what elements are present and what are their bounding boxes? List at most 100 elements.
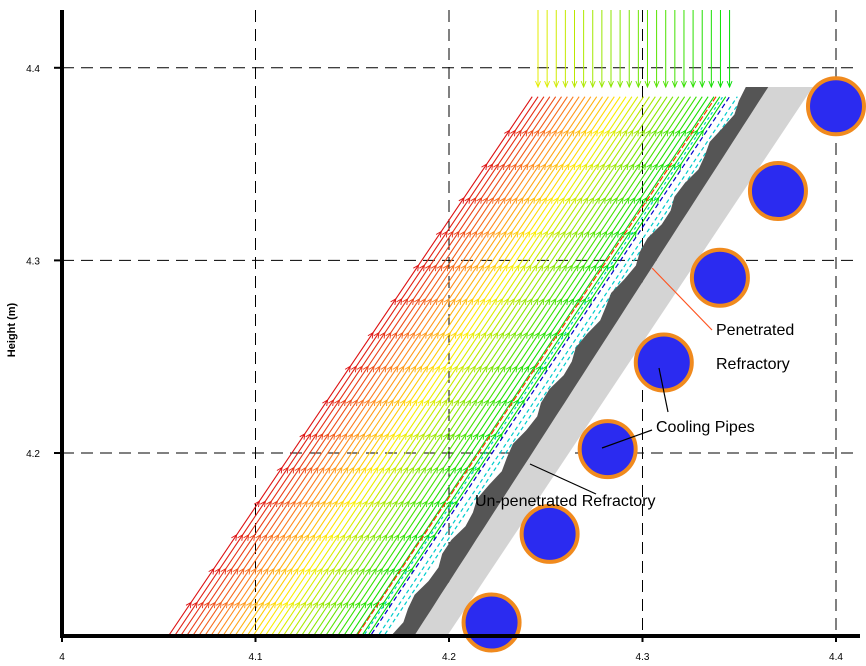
vector-arrowhead: [483, 230, 490, 238]
vector-arrowhead: [615, 129, 622, 137]
vector-arrowhead: [221, 601, 228, 609]
vector-arrowhead: [417, 534, 424, 541]
vector-arrowhead: [420, 298, 426, 305]
annotation-unpenetrated: Un-penetrated Refractory: [475, 493, 656, 510]
vector-arrowhead: [415, 500, 422, 508]
vector-arrowhead: [285, 534, 292, 541]
vector-arrowhead: [381, 399, 388, 407]
vector-arrowhead: [456, 331, 463, 339]
vector-arrowhead: [422, 365, 429, 373]
vector-arrowhead: [523, 365, 530, 373]
vector-arrowhead: [399, 534, 406, 541]
vector-arrowhead: [647, 196, 654, 204]
inlet-arrowhead: [589, 80, 596, 89]
axes: [54, 10, 860, 642]
vector-arrowhead: [557, 331, 564, 339]
vector-arrowhead: [364, 567, 371, 575]
vector-arrowhead: [310, 567, 317, 575]
vector-arrowhead: [397, 331, 404, 339]
vector-arrowhead: [487, 163, 494, 171]
vector-arrowhead: [387, 399, 394, 407]
vector-arrowhead: [498, 331, 505, 339]
vector-arrowhead: [493, 196, 500, 204]
vector-arrowhead: [356, 365, 363, 373]
vector-arrowhead: [330, 466, 337, 474]
cooling-pipe: [806, 76, 866, 137]
vector-arrowhead: [316, 567, 323, 575]
inlet-arrowhead: [580, 80, 587, 89]
vector-arrowhead: [396, 298, 403, 305]
vector-arrowhead: [366, 601, 373, 609]
y-axis-label: Height (m): [6, 302, 18, 357]
vector-arrowhead: [405, 534, 412, 541]
leader-line-cooling-a: [601, 429, 653, 449]
vector-arrowhead: [583, 230, 590, 238]
vector-arrowhead: [533, 331, 540, 339]
vector-arrowhead: [452, 365, 458, 373]
leader-line-unpenetrated: [529, 463, 597, 495]
vector-arrowhead: [501, 399, 508, 407]
vector-arrowhead: [354, 466, 361, 474]
vector-arrowhead: [414, 466, 421, 474]
vector-arrowhead: [415, 331, 422, 339]
vector-arrowhead: [524, 230, 531, 238]
vector-arrowhead: [482, 196, 489, 204]
inlet-arrowhead: [717, 80, 724, 89]
vector-arrowhead: [497, 298, 504, 305]
vector-arrowhead: [197, 601, 204, 609]
vector-arrowhead: [279, 534, 286, 541]
vector-arrowhead: [483, 399, 490, 407]
vector-arrowhead: [462, 331, 469, 339]
vector-arrowhead: [455, 298, 462, 305]
vector-arrowhead: [372, 601, 379, 609]
vector-arrowhead: [465, 399, 472, 407]
vector-arrowhead: [378, 466, 385, 474]
vector-arrowhead: [472, 432, 479, 440]
vector-arrowhead: [460, 264, 467, 272]
contour-line-cyan: [378, 96, 738, 635]
vector-arrowhead: [675, 163, 682, 171]
vector-arrowhead: [370, 567, 377, 575]
vector-arrowhead: [508, 298, 515, 305]
vector-arrowhead: [449, 298, 456, 305]
vector-arrowhead: [530, 230, 537, 238]
vector-arrowhead: [680, 129, 687, 137]
vector-arrowhead: [430, 432, 437, 440]
vector-arrowhead: [514, 298, 521, 305]
vector-arrowhead: [424, 264, 431, 272]
vector-arrowhead: [504, 129, 511, 137]
vector-arrowhead: [571, 230, 578, 238]
vector-arrowhead: [447, 399, 454, 407]
vector-arrowhead: [577, 230, 584, 238]
vector-arrowhead: [510, 163, 517, 171]
vector-arrowhead: [328, 399, 335, 407]
vector-arrowhead: [208, 567, 215, 575]
vector-arrowhead: [456, 466, 463, 474]
vector-arrowhead: [391, 331, 398, 339]
vector-arrowhead: [304, 567, 311, 575]
vector-arrowhead: [329, 432, 336, 440]
vector-arrowhead: [409, 500, 416, 508]
vector-arrowhead: [271, 500, 278, 508]
vector-arrowhead: [250, 567, 257, 575]
inlet-arrowhead: [708, 80, 715, 89]
vector-arrowhead: [473, 298, 480, 305]
vector-arrowhead: [486, 331, 493, 339]
vector-arrowhead: [268, 567, 275, 575]
annotations: Penetrated Refractory Cooling Pipes Un-pene…: [475, 267, 794, 510]
vector-arrowhead: [516, 331, 523, 339]
vector-arrowhead: [607, 230, 614, 238]
vector-arrowhead: [454, 432, 461, 440]
vector-arrowhead: [381, 534, 388, 541]
vector-arrowhead: [307, 500, 314, 508]
vector-arrowhead: [598, 129, 605, 137]
vector-arrowhead: [498, 163, 505, 171]
vector-arrowhead: [474, 331, 481, 339]
vector-arrowhead: [389, 567, 395, 575]
vector-arrowhead: [522, 163, 529, 171]
vector-arrowhead: [351, 399, 358, 407]
vector-arrowhead: [565, 230, 572, 238]
vector-arrowhead: [409, 331, 416, 339]
annotation-cooling-pipes: Cooling Pipes: [656, 419, 755, 436]
vector-arrowhead: [424, 432, 431, 440]
